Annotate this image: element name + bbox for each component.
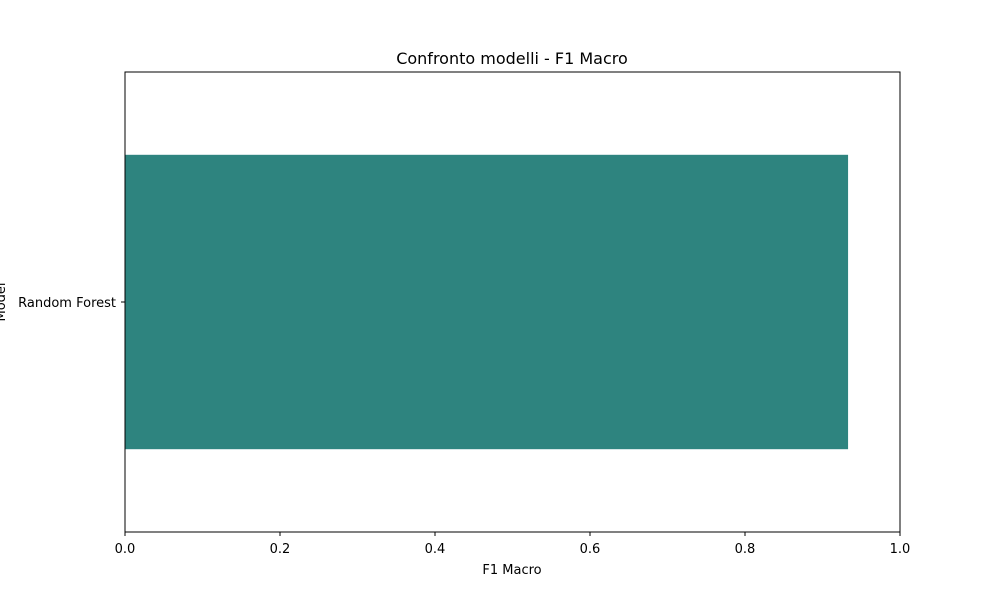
x-tick-label: 0.2 [270, 542, 291, 557]
y-axis-ticks: Random Forest [18, 296, 125, 311]
x-tick-label: 0.6 [580, 542, 601, 557]
bars-group [125, 154, 849, 450]
x-tick-label: 1.0 [890, 542, 911, 557]
x-tick-label: 0.8 [735, 542, 756, 557]
x-axis-label: F1 Macro [482, 563, 541, 578]
y-axis-label: Model [0, 282, 9, 321]
x-axis-ticks: 0.0 0.2 0.4 0.6 0.8 1.0 [115, 532, 911, 557]
x-tick-label: 0.4 [425, 542, 446, 557]
bar [125, 154, 849, 450]
y-tick-label: Random Forest [18, 296, 116, 311]
x-tick-label: 0.0 [115, 542, 136, 557]
chart-title: Confronto modelli - F1 Macro [396, 49, 628, 68]
